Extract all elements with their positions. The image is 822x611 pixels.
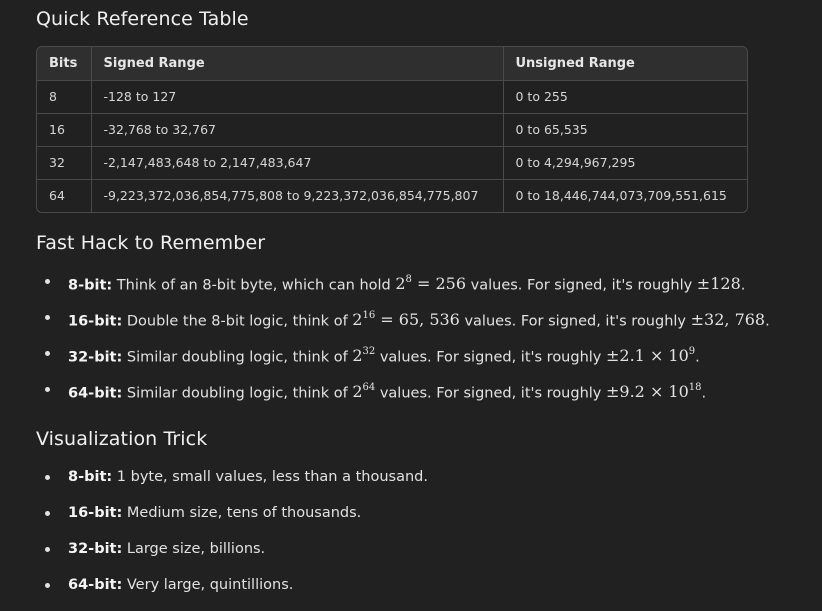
- math-expression: ±32, 768: [691, 310, 765, 329]
- list-item: 16-bit: Double the 8-bit logic, think of…: [36, 306, 770, 342]
- bullet-icon: [45, 351, 50, 356]
- item-text: Double the 8-bit logic, think of: [122, 313, 353, 330]
- bullet-icon: [45, 475, 50, 480]
- cell-bits: 32: [37, 145, 91, 179]
- item-text: Large size, billions.: [122, 541, 266, 557]
- item-label: 32-bit:: [68, 541, 123, 557]
- visualization-list: 8-bit: 1 byte, small values, less than a…: [36, 466, 428, 610]
- item-text: .: [695, 349, 700, 366]
- math-value: ±2.1 × 10: [606, 346, 689, 366]
- item-text: values. For signed, it's roughly: [466, 277, 697, 294]
- item-label: 64-bit:: [68, 577, 123, 593]
- list-item: 64-bit: Similar doubling logic, think of…: [36, 378, 770, 414]
- math-expression: ±2.1 × 109: [606, 346, 695, 365]
- math-rest: = 65, 536: [375, 310, 460, 330]
- math-exponent: 32: [362, 346, 376, 357]
- item-text: values. For signed, it's roughly: [459, 313, 691, 330]
- math-base: 2: [352, 310, 363, 330]
- math-value: ±128: [696, 274, 741, 294]
- math-exponent: 9: [688, 346, 696, 357]
- math-expression: 216 = 65, 536: [352, 310, 460, 329]
- bullet-icon: [45, 279, 50, 284]
- cell-unsigned: 0 to 255: [502, 79, 747, 113]
- bullet-icon: [45, 315, 50, 320]
- math-value: ±9.2 × 10: [606, 382, 689, 402]
- list-item: 16-bit: Medium size, tens of thousands.: [36, 502, 428, 538]
- header-bits: Bits: [49, 55, 78, 71]
- cell-signed: -2,147,483,648 to 2,147,483,647: [90, 145, 503, 179]
- math-base: 2: [395, 274, 406, 294]
- fast-hack-list: 8-bit: Think of an 8-bit byte, which can…: [36, 270, 770, 414]
- item-text: .: [740, 277, 746, 294]
- item-text: .: [765, 313, 770, 330]
- math-rest: = 256: [411, 274, 467, 294]
- item-text: Similar doubling logic, think of: [122, 385, 353, 402]
- table-row: 16 -32,768 to 32,767 0 to 65,535: [37, 112, 747, 146]
- cell-signed: -9,223,372,036,854,775,808 to 9,223,372,…: [90, 178, 503, 212]
- range-table: Bits Signed Range Unsigned Range 8 -128 …: [37, 47, 747, 212]
- item-text: values. For signed, it's roughly: [375, 349, 606, 366]
- bullet-icon: [45, 547, 50, 552]
- bullet-icon: [45, 511, 50, 516]
- section-title-fast-hack: Fast Hack to Remember: [36, 232, 266, 254]
- item-text: 1 byte, small values, less than a thousa…: [112, 469, 428, 485]
- list-item: 8-bit: Think of an 8-bit byte, which can…: [36, 270, 770, 306]
- list-item: 64-bit: Very large, quintillions.: [36, 574, 428, 610]
- cell-bits: 8: [37, 79, 91, 113]
- list-item: 32-bit: Large size, billions.: [36, 538, 428, 574]
- cell-unsigned: 0 to 65,535: [502, 112, 747, 146]
- reference-table: Bits Signed Range Unsigned Range 8 -128 …: [36, 46, 748, 213]
- math-value: ±32, 768: [690, 310, 766, 330]
- section-title-quick-reference: Quick Reference Table: [36, 8, 249, 30]
- header-signed-range: Signed Range: [90, 47, 503, 80]
- math-expression: 232: [352, 346, 375, 365]
- math-expression: ±128: [697, 274, 741, 293]
- math-base: 2: [352, 382, 363, 402]
- item-label: 32-bit:: [68, 349, 123, 366]
- item-label: 16-bit:: [68, 505, 123, 521]
- cell-unsigned: 0 to 18,446,744,073,709,551,615: [502, 178, 747, 212]
- item-text: .: [701, 385, 707, 402]
- item-label: 16-bit:: [68, 313, 123, 330]
- item-text: values. For signed, it's roughly: [375, 385, 606, 402]
- list-item: 8-bit: 1 byte, small values, less than a…: [36, 466, 428, 502]
- table-row: 32 -2,147,483,648 to 2,147,483,647 0 to …: [37, 145, 747, 179]
- math-expression: ±9.2 × 1018: [606, 382, 702, 401]
- cell-unsigned: 0 to 4,294,967,295: [502, 145, 747, 179]
- math-base: 2: [352, 346, 363, 366]
- bullet-icon: [45, 583, 50, 588]
- bullet-icon: [45, 387, 50, 392]
- item-text: Medium size, tens of thousands.: [122, 505, 362, 521]
- list-item: 32-bit: Similar doubling logic, think of…: [36, 342, 770, 378]
- item-text: Similar doubling logic, think of: [122, 349, 353, 366]
- math-expression: 264: [352, 382, 375, 401]
- math-exponent: 64: [362, 382, 376, 393]
- cell-signed: -32,768 to 32,767: [90, 112, 503, 146]
- section-title-visualization: Visualization Trick: [36, 428, 208, 450]
- item-label: 8-bit:: [68, 469, 113, 485]
- table-row: 64 -9,223,372,036,854,775,808 to 9,223,3…: [37, 178, 747, 212]
- item-label: 64-bit:: [68, 385, 123, 402]
- item-text: Think of an 8-bit byte, which can hold: [112, 277, 396, 294]
- math-expression: 28 = 256: [395, 274, 466, 293]
- table-row: 8 -128 to 127 0 to 255: [37, 79, 747, 113]
- cell-signed: -128 to 127: [90, 79, 503, 113]
- cell-bits: 16: [37, 112, 91, 146]
- math-exponent: 18: [688, 382, 702, 393]
- cell-bits: 64: [37, 178, 91, 212]
- math-exponent: 8: [405, 274, 412, 285]
- item-text: Very large, quintillions.: [122, 577, 294, 593]
- table-header-row: Bits Signed Range Unsigned Range: [37, 47, 747, 80]
- math-exponent: 16: [362, 310, 376, 321]
- header-unsigned-range: Unsigned Range: [502, 47, 747, 80]
- item-label: 8-bit:: [68, 277, 113, 294]
